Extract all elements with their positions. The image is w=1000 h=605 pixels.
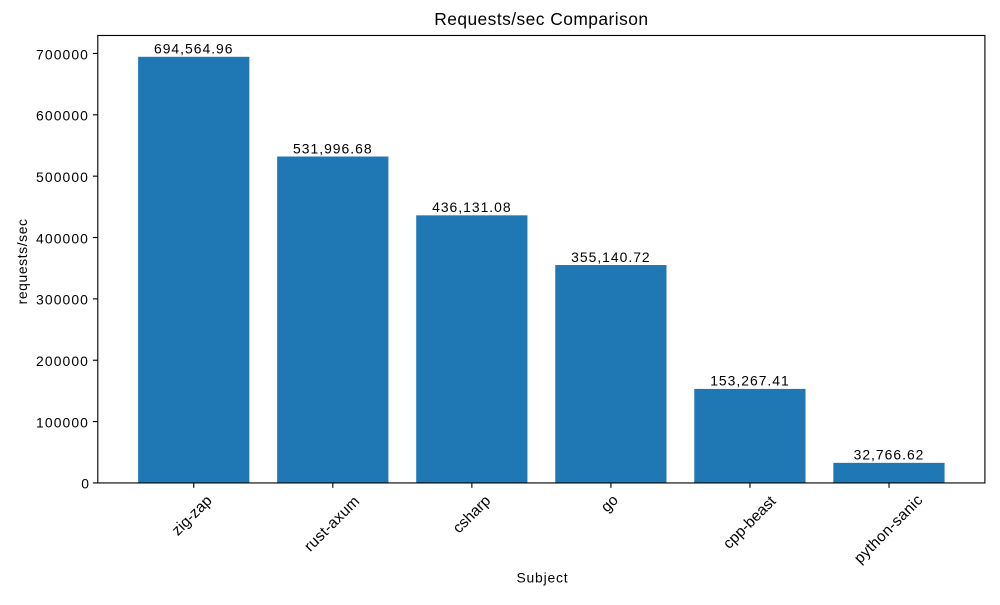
svg-text:694,564.96: 694,564.96 bbox=[154, 41, 234, 57]
svg-text:436,131.08: 436,131.08 bbox=[432, 199, 512, 215]
svg-text:32,766.62: 32,766.62 bbox=[854, 447, 925, 463]
svg-text:Subject: Subject bbox=[516, 570, 568, 586]
svg-text:requests/sec: requests/sec bbox=[14, 218, 30, 304]
svg-text:400000: 400000 bbox=[36, 230, 89, 246]
svg-text:100000: 100000 bbox=[36, 414, 89, 430]
svg-text:500000: 500000 bbox=[36, 169, 89, 185]
svg-text:300000: 300000 bbox=[36, 292, 89, 308]
svg-text:355,140.72: 355,140.72 bbox=[571, 249, 651, 265]
svg-text:200000: 200000 bbox=[36, 353, 89, 369]
svg-text:600000: 600000 bbox=[36, 108, 89, 124]
svg-text:153,267.41: 153,267.41 bbox=[710, 373, 790, 389]
svg-text:Requests/sec Comparison: Requests/sec Comparison bbox=[434, 9, 648, 29]
svg-text:0: 0 bbox=[81, 476, 89, 492]
svg-text:700000: 700000 bbox=[36, 46, 89, 62]
svg-text:531,996.68: 531,996.68 bbox=[293, 140, 373, 156]
